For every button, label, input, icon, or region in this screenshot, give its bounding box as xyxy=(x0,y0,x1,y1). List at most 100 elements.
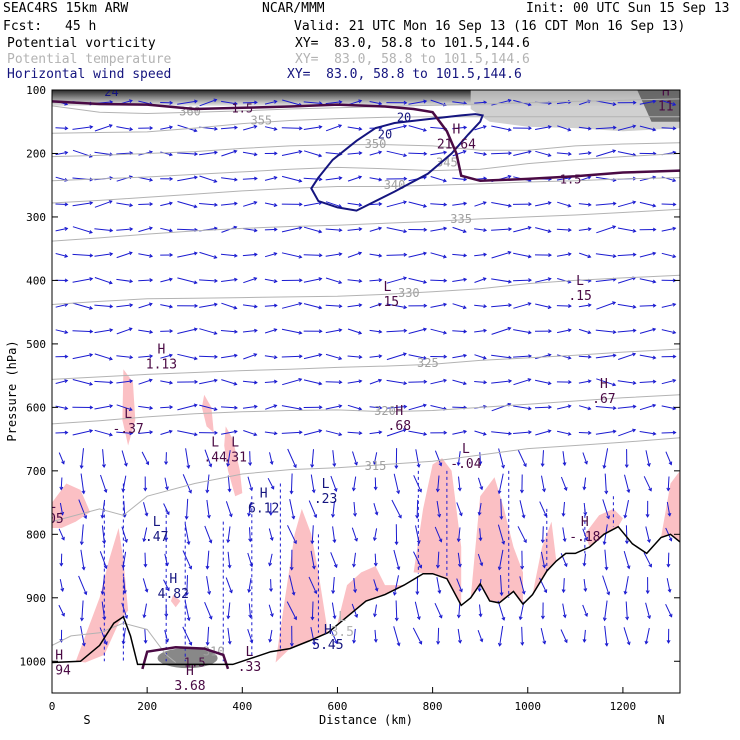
wind-arrow xyxy=(372,452,378,465)
wind-arrow xyxy=(386,252,408,257)
wind-arrow-shaft xyxy=(265,404,277,410)
wind-arrow-shaft xyxy=(457,552,461,567)
wind-arrow-head xyxy=(168,429,173,434)
wind-arrow xyxy=(583,579,588,592)
wind-arrow-head xyxy=(527,330,532,335)
wind-arrow-head xyxy=(482,431,487,436)
wind-arrow-shaft xyxy=(474,152,487,155)
wind-arrow-head xyxy=(602,617,607,622)
wind-arrow-shaft xyxy=(595,127,616,130)
wind-arrow-shaft xyxy=(347,328,362,334)
wind-arrow-shaft xyxy=(116,304,133,308)
wind-arrow xyxy=(264,355,278,360)
wind-arrow xyxy=(617,200,637,208)
wind-arrow-shaft xyxy=(221,430,237,435)
y-tick-label: 900 xyxy=(26,592,46,605)
wind-arrow-head xyxy=(64,330,69,334)
wind-arrow-shaft xyxy=(55,253,68,257)
wind-arrow-head xyxy=(501,464,505,469)
wind-arrow-shaft xyxy=(177,430,198,436)
wind-arrow-shaft xyxy=(452,253,467,257)
wind-arrow xyxy=(143,552,148,568)
wind-arrow-shaft xyxy=(182,550,192,570)
extremum: H21.64 xyxy=(437,123,476,153)
wind-arrow-shaft xyxy=(497,600,505,621)
wind-arrow-shaft xyxy=(249,451,251,466)
wind-arrow-shaft xyxy=(303,226,322,233)
wind-arrow-head xyxy=(169,125,174,130)
wind-arrow xyxy=(519,500,526,519)
wind-arrow-head xyxy=(253,124,258,129)
wind-arrow-head xyxy=(213,302,218,307)
wind-arrow-head xyxy=(227,488,232,493)
wind-arrow xyxy=(264,431,278,436)
wind-arrow-shaft xyxy=(408,430,427,435)
wind-arrow xyxy=(177,124,198,133)
wind-arrow xyxy=(604,473,609,495)
wind-arrow-shaft xyxy=(347,202,362,206)
wind-arrow-shaft xyxy=(604,625,608,646)
wind-arrow-shaft xyxy=(347,252,362,258)
wind-arrow xyxy=(184,600,191,622)
wind-arrow-head xyxy=(587,379,592,384)
wind-arrow-shaft xyxy=(491,380,512,384)
wind-arrow-shaft xyxy=(160,406,173,409)
wind-arrow xyxy=(617,124,637,131)
wind-arrow-shaft xyxy=(452,330,467,333)
wind-arrow-head xyxy=(148,302,153,307)
wind-arrow-head xyxy=(169,405,174,410)
wind-arrow-head xyxy=(423,251,428,256)
wind-arrow-head xyxy=(318,253,323,258)
wind-arrow-head xyxy=(396,566,401,571)
wind-arrow xyxy=(177,99,198,105)
wind-arrow xyxy=(55,405,69,411)
wind-arrow-head xyxy=(109,328,114,333)
wind-arrow xyxy=(289,473,294,495)
wind-arrow xyxy=(247,501,252,517)
wind-arrow xyxy=(248,451,253,467)
y-tick-label: 400 xyxy=(26,274,46,287)
wind-arrow-shaft xyxy=(386,379,407,384)
wind-arrow-shaft xyxy=(430,379,447,385)
extremum-value: .44 xyxy=(203,451,227,466)
wind-arrow-head xyxy=(378,278,383,283)
wind-arrow xyxy=(303,150,323,158)
wind-arrow-shaft xyxy=(138,203,153,205)
wind-arrow-shaft xyxy=(138,253,153,257)
wind-arrow xyxy=(556,328,572,334)
wind-arrow-head xyxy=(668,613,673,618)
wind-arrow xyxy=(540,627,547,645)
wind-arrow-shaft xyxy=(560,476,567,491)
wind-arrow xyxy=(331,602,337,620)
wind-arrow-shaft xyxy=(595,202,616,206)
wind-arrow-head xyxy=(358,126,363,131)
wind-arrow-shaft xyxy=(247,476,253,491)
wind-contour-label: 20 xyxy=(397,110,411,124)
extremum: H1.13 xyxy=(146,342,177,372)
wind-arrow xyxy=(369,226,383,232)
wind-arrow-head xyxy=(208,539,213,544)
wind-arrow-shaft xyxy=(556,354,571,359)
wind-contour-label: 24 xyxy=(104,85,118,99)
wind-arrow-shaft xyxy=(369,355,382,358)
wind-arrow-shaft xyxy=(624,474,630,493)
wind-arrow xyxy=(347,431,363,436)
wind-arrow xyxy=(474,152,488,156)
wind-arrow xyxy=(535,429,552,436)
wind-arrow xyxy=(386,124,408,131)
wind-arrow-shaft xyxy=(596,225,616,234)
wind-arrow-head xyxy=(668,537,673,542)
wind-arrow-head xyxy=(632,404,637,409)
wind-arrow-head xyxy=(672,102,677,106)
theta-contour-2 xyxy=(52,142,680,158)
wind-arrow-shaft xyxy=(458,603,461,618)
extremum: H-.18 xyxy=(569,515,600,545)
wind-arrow-shaft xyxy=(624,576,629,594)
wind-arrow-shaft xyxy=(386,303,407,309)
wind-arrow xyxy=(303,253,323,258)
wind-arrow-shaft xyxy=(347,355,362,358)
wind-arrow-shaft xyxy=(243,201,257,207)
wind-arrow-shaft xyxy=(138,379,153,385)
wind-arrow-shaft xyxy=(116,126,133,130)
wind-arrow-shaft xyxy=(289,498,295,519)
